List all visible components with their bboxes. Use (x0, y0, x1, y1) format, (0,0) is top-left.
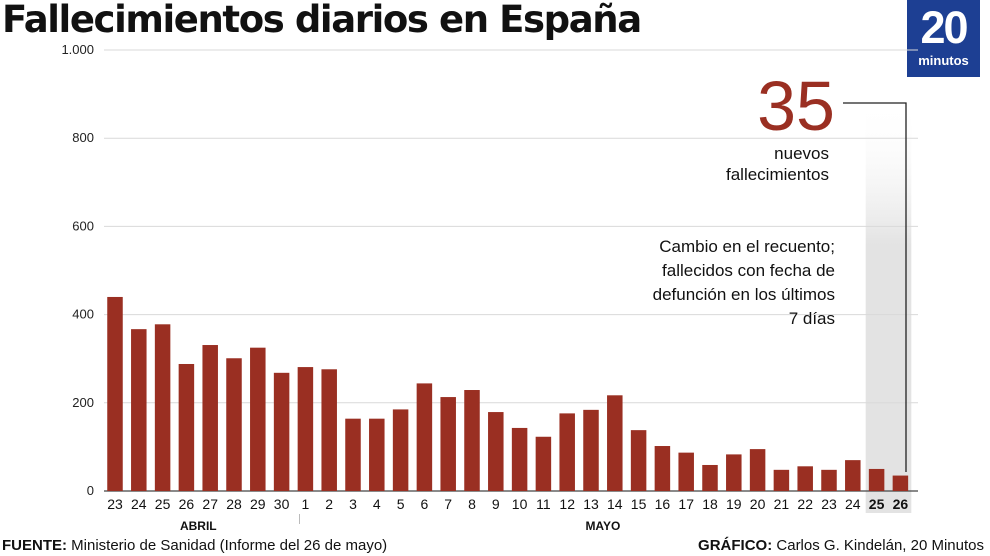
bar (392, 409, 409, 491)
x-tick-label: 29 (250, 496, 266, 512)
bar (202, 345, 218, 491)
note-line-2: fallecidos con fecha de (662, 261, 835, 280)
chart-title: Fallecimientos diarios en España (2, 0, 642, 41)
x-tick-label: 4 (373, 496, 381, 512)
credit-label: GRÁFICO: (698, 537, 773, 554)
bar (440, 397, 456, 491)
x-tick-label: 19 (726, 496, 742, 512)
bar (226, 358, 242, 491)
highlight-text-line-2: fallecimientos (726, 165, 829, 184)
x-tick-label: 20 (750, 496, 766, 512)
bar (559, 413, 575, 491)
x-tick-label: 2 (325, 496, 333, 512)
credit-text: Carlos G. Kindelán, 20 Minutos (776, 537, 984, 554)
x-tick-label: 22 (797, 496, 813, 512)
y-tick-label: 600 (72, 218, 94, 233)
bar (535, 436, 552, 491)
bar (821, 469, 837, 491)
y-tick-label: 200 (72, 395, 94, 410)
bar (845, 460, 861, 491)
bar (583, 409, 599, 491)
month-label: MAYO (585, 519, 620, 533)
bar (773, 469, 790, 491)
logo-word: minutos (918, 53, 969, 68)
x-tick-label: 16 (655, 496, 671, 512)
x-tick-label: 8 (468, 496, 476, 512)
x-tick-label: 24 (845, 496, 861, 512)
x-tick-label: 26 (179, 496, 195, 512)
x-tick-label: 23 (821, 496, 837, 512)
source-footer: FUENTE: Ministerio de Sanidad (Informe d… (2, 537, 387, 554)
bar (154, 324, 171, 491)
source-text: Ministerio de Sanidad (Informe del 26 de… (71, 537, 388, 554)
source-label: FUENTE: (2, 537, 67, 554)
bar (488, 412, 504, 491)
x-tick-label: 7 (444, 496, 452, 512)
x-tick-label: 3 (349, 496, 357, 512)
x-tick-label: 21 (774, 496, 790, 512)
20minutos-logo: 20 minutos (907, 0, 980, 77)
bar (107, 296, 123, 491)
month-label: ABRIL (180, 519, 217, 533)
bar (131, 329, 147, 491)
bar (464, 390, 480, 491)
highlight-text-line-1: nuevos (774, 144, 829, 163)
credit-footer: GRÁFICO: Carlos G. Kindelán, 20 Minutos (698, 537, 984, 554)
x-tick-label: 12 (559, 496, 575, 512)
bar (273, 372, 290, 491)
bar (511, 427, 528, 491)
x-tick-label: 11 (536, 496, 551, 512)
bar (416, 383, 433, 491)
logo-number: 20 (920, 2, 968, 53)
y-tick-label: 0 (87, 483, 94, 498)
x-tick-label: 23 (107, 496, 123, 512)
x-tick-label: 30 (274, 496, 290, 512)
bar (749, 449, 766, 491)
x-tick-label: 5 (397, 496, 405, 512)
bar (607, 395, 623, 491)
highlight-value: 35 (757, 67, 835, 145)
bar (702, 464, 718, 491)
bar (892, 475, 909, 491)
highlight-band (865, 100, 912, 513)
bar (797, 466, 813, 491)
x-tick-label: 18 (702, 496, 718, 512)
note-line-1: Cambio en el recuento; (659, 237, 835, 256)
bar (726, 454, 742, 491)
x-tick-label: 1 (302, 496, 310, 512)
note-line-4: 7 días (789, 309, 835, 328)
bar (250, 347, 266, 491)
bar (178, 363, 195, 491)
bar (630, 430, 647, 491)
x-tick-label: 25 (869, 496, 885, 512)
x-tick-label: 6 (421, 496, 429, 512)
x-tick-label: 24 (131, 496, 147, 512)
x-tick-label: 17 (678, 496, 694, 512)
note-line-3: defunción en los últimos (653, 285, 835, 304)
x-tick-label: 26 (893, 496, 909, 512)
x-tick-label: 27 (202, 496, 218, 512)
x-tick-label: 28 (226, 496, 242, 512)
bar (345, 418, 361, 491)
x-tick-label: 10 (512, 496, 528, 512)
x-tick-label: 25 (155, 496, 171, 512)
y-tick-label: 800 (72, 130, 94, 145)
bar (868, 468, 885, 491)
y-tick-label: 1.000 (61, 42, 94, 57)
y-tick-label: 400 (72, 307, 94, 322)
bar (321, 369, 337, 491)
bar (654, 446, 671, 491)
x-tick-label: 15 (631, 496, 647, 512)
bar (297, 367, 314, 491)
x-tick-label: 13 (583, 496, 599, 512)
bar (678, 452, 694, 491)
highlight-leader-line (843, 102, 907, 472)
x-tick-label: 9 (492, 496, 500, 512)
bar (369, 418, 385, 491)
x-tick-label: 14 (607, 496, 623, 512)
